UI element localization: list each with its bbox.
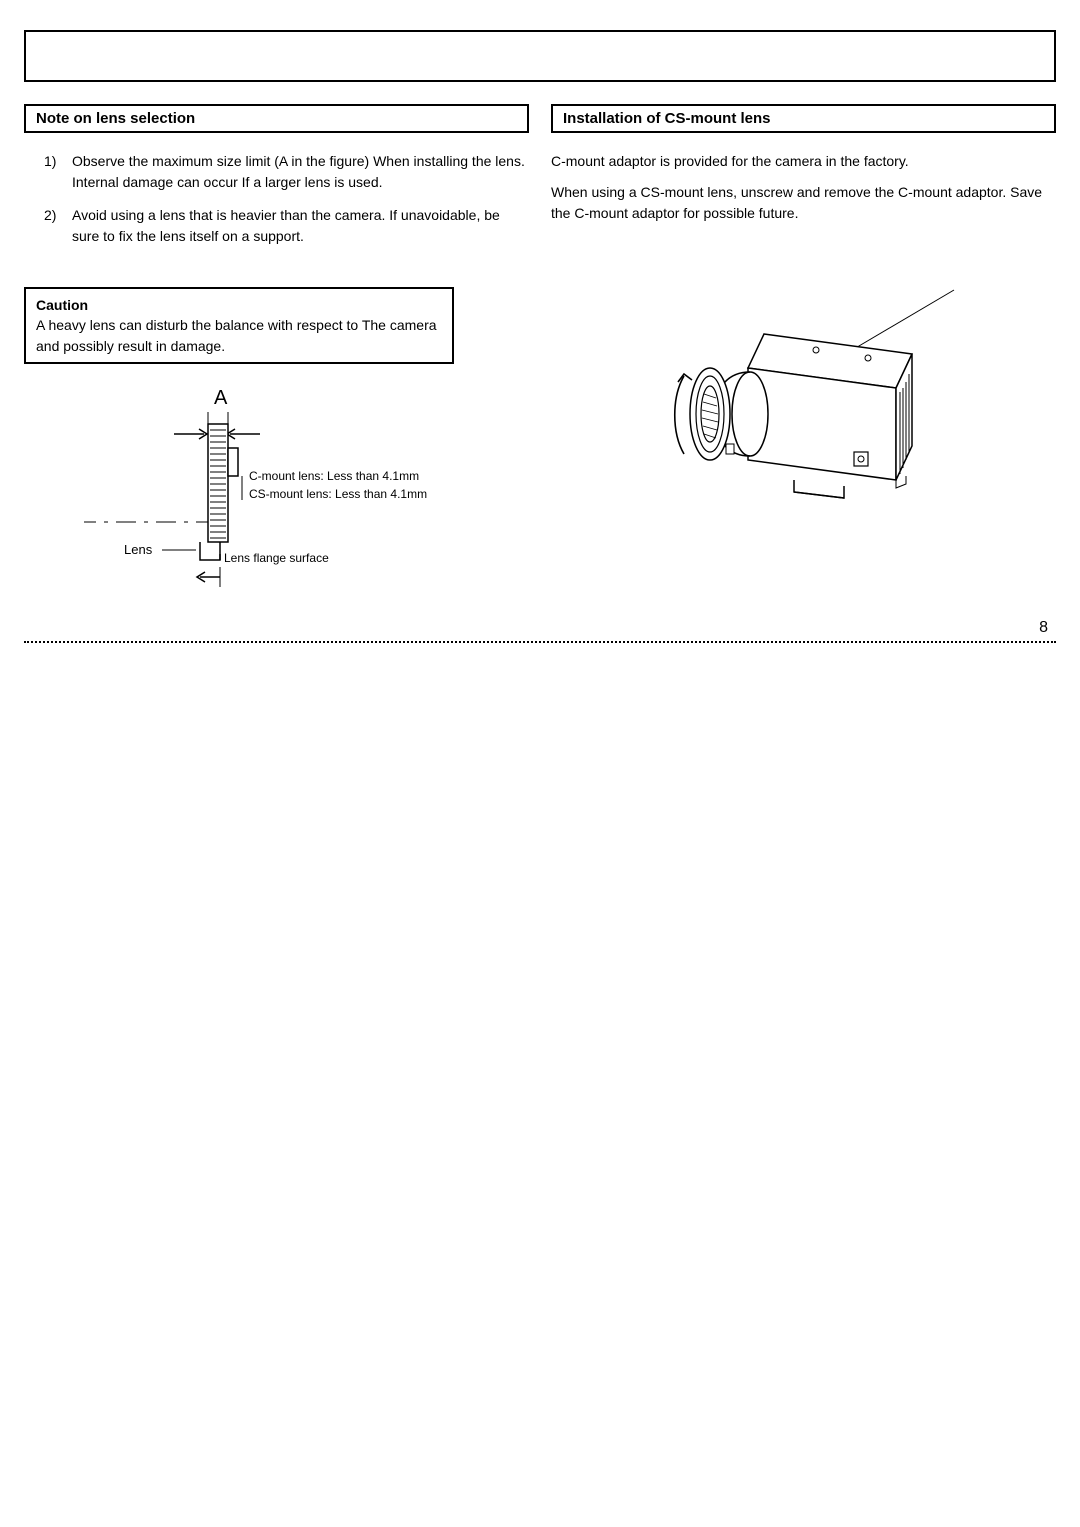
diagram-note-cs-mount: CS-mount lens: Less than 4.1mm [249,487,427,501]
list-text: Avoid using a lens that is heavier than … [72,205,529,247]
lens-selection-list: 1) Observe the maximum size limit (A in … [24,151,529,247]
list-text: Observe the maximum size limit (A in the… [72,151,529,193]
list-num: 2) [44,205,72,247]
diagram-label-a: A [214,387,228,409]
right-column: Installation of CS-mount lens C-mount ad… [551,104,1056,605]
caution-title: Caution [36,297,88,313]
page-number: 8 [24,619,1056,637]
dotted-rule [24,641,1056,643]
camera-illustration [551,284,1056,544]
camera-svg [644,284,964,544]
section-header-cs-mount: Installation of CS-mount lens [551,104,1056,133]
list-num: 1) [44,151,72,193]
left-column: Note on lens selection 1) Observe the ma… [24,104,529,605]
diagram-note-flange: Lens flange surface [224,551,329,565]
section-header-lens-selection: Note on lens selection [24,104,529,133]
top-border-box [24,30,1056,82]
diagram-note-c-mount: C-mount lens: Less than 4.1mm [249,469,419,483]
list-item: 1) Observe the maximum size limit (A in … [44,151,529,193]
caution-body: A heavy lens can disturb the balance wit… [36,317,437,353]
caution-box: Caution A heavy lens can disturb the bal… [24,287,454,364]
diagram-label-lens: Lens [124,542,153,557]
right-para-1: C-mount adaptor is provided for the came… [551,151,1056,172]
lens-diagram: A [24,382,444,605]
list-item: 2) Avoid using a lens that is heavier th… [44,205,529,247]
lens-diagram-svg: A [24,382,444,602]
right-para-2: When using a CS-mount lens, unscrew and … [551,182,1056,224]
